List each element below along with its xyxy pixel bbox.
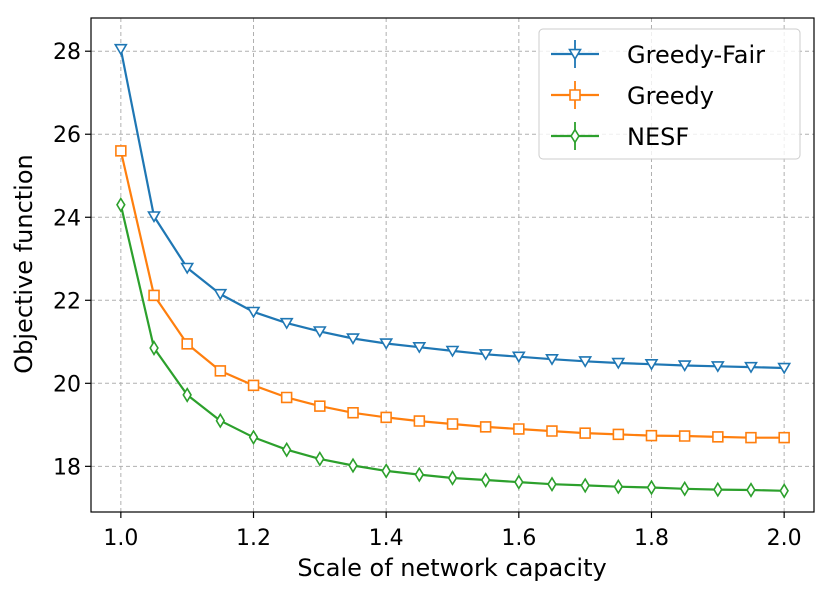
data-point bbox=[777, 362, 792, 375]
data-point bbox=[579, 427, 591, 439]
data-point bbox=[612, 428, 625, 441]
x-tick-label: 1.6 bbox=[501, 526, 536, 551]
data-point bbox=[745, 431, 757, 444]
data-point bbox=[116, 196, 126, 213]
data-point bbox=[779, 482, 789, 499]
data-point bbox=[214, 365, 227, 377]
data-point bbox=[248, 429, 259, 446]
data-point bbox=[379, 338, 394, 350]
data-point bbox=[381, 463, 391, 479]
data-point bbox=[679, 480, 690, 497]
legend-box bbox=[538, 28, 801, 160]
data-point bbox=[746, 482, 756, 498]
legend-label: Greedy bbox=[627, 82, 714, 110]
data-point bbox=[514, 474, 524, 490]
data-point bbox=[744, 361, 758, 374]
data-point bbox=[181, 338, 193, 350]
data-point bbox=[678, 430, 691, 442]
data-point bbox=[511, 351, 526, 364]
legend-label: Greedy-Fair bbox=[627, 41, 765, 69]
x-tick-label: 1.0 bbox=[103, 526, 138, 551]
data-point bbox=[578, 356, 593, 368]
data-point bbox=[445, 345, 460, 358]
series-layer bbox=[113, 43, 792, 499]
data-point bbox=[312, 326, 327, 338]
x-tick-label: 1.4 bbox=[369, 526, 404, 551]
y-tick-label: 24 bbox=[53, 206, 81, 231]
legend-marker bbox=[568, 48, 582, 61]
x-tick-label: 2.0 bbox=[767, 526, 802, 551]
data-point bbox=[513, 423, 525, 435]
legend-marker bbox=[570, 128, 580, 144]
data-point bbox=[545, 353, 559, 366]
y-tick-label: 20 bbox=[53, 372, 81, 397]
data-point bbox=[215, 412, 226, 429]
legend: Greedy-Fair Greedy NESF bbox=[538, 28, 801, 160]
y-tick-label: 18 bbox=[53, 455, 81, 480]
data-point bbox=[182, 387, 192, 403]
data-point bbox=[280, 391, 293, 404]
data-point bbox=[677, 360, 692, 372]
data-point bbox=[712, 431, 724, 443]
data-point bbox=[646, 479, 657, 496]
y-tick-label: 28 bbox=[53, 40, 81, 65]
data-point bbox=[315, 450, 325, 467]
data-point bbox=[547, 476, 557, 493]
data-point bbox=[713, 481, 723, 498]
data-point bbox=[479, 421, 492, 433]
data-point bbox=[279, 317, 294, 330]
y-tick-label: 26 bbox=[53, 123, 81, 148]
series-nesf bbox=[116, 196, 789, 499]
data-point bbox=[414, 466, 425, 483]
data-point bbox=[446, 418, 459, 430]
data-point bbox=[413, 415, 426, 427]
data-point bbox=[380, 411, 392, 424]
data-point bbox=[148, 289, 160, 302]
data-point bbox=[113, 43, 128, 56]
data-point bbox=[149, 340, 159, 356]
y-tick-label: 22 bbox=[53, 289, 81, 314]
legend-entry: Greedy bbox=[551, 81, 714, 110]
data-point bbox=[347, 406, 359, 419]
data-point bbox=[346, 333, 360, 345]
data-point bbox=[412, 341, 427, 354]
data-point bbox=[115, 145, 127, 157]
data-point bbox=[348, 457, 358, 474]
x-axis-label: Scale of network capacity bbox=[297, 554, 606, 582]
data-point bbox=[580, 477, 590, 494]
data-point bbox=[546, 425, 558, 437]
series-greedy bbox=[115, 145, 790, 444]
y-axis-label: Objective function bbox=[10, 154, 38, 373]
data-point bbox=[246, 306, 261, 319]
legend-marker bbox=[569, 89, 581, 101]
data-point bbox=[281, 441, 292, 458]
data-point bbox=[180, 262, 195, 275]
data-point bbox=[478, 349, 493, 361]
x-tick-label: 1.8 bbox=[634, 526, 669, 551]
data-point bbox=[147, 211, 161, 223]
axis-ticks: 1.0 1.2 1.4 1.6 1.8 2.0 18 20 22 24 26 28 bbox=[53, 40, 802, 551]
data-point bbox=[645, 429, 658, 442]
data-point bbox=[247, 379, 260, 392]
data-point bbox=[644, 358, 659, 371]
data-point bbox=[613, 478, 624, 495]
data-point bbox=[447, 470, 458, 486]
x-tick-label: 1.2 bbox=[236, 526, 271, 551]
data-point bbox=[480, 472, 491, 488]
legend-entry: Greedy-Fair bbox=[551, 40, 765, 69]
legend-label: NESF bbox=[627, 123, 689, 151]
plot-frame bbox=[90, 17, 815, 513]
series-greedy-fair bbox=[113, 43, 792, 375]
data-point bbox=[213, 288, 228, 301]
data-point bbox=[611, 357, 626, 370]
data-point bbox=[314, 400, 326, 412]
legend-entry: NESF bbox=[551, 122, 689, 151]
data-point bbox=[710, 361, 725, 373]
data-point bbox=[778, 431, 790, 444]
